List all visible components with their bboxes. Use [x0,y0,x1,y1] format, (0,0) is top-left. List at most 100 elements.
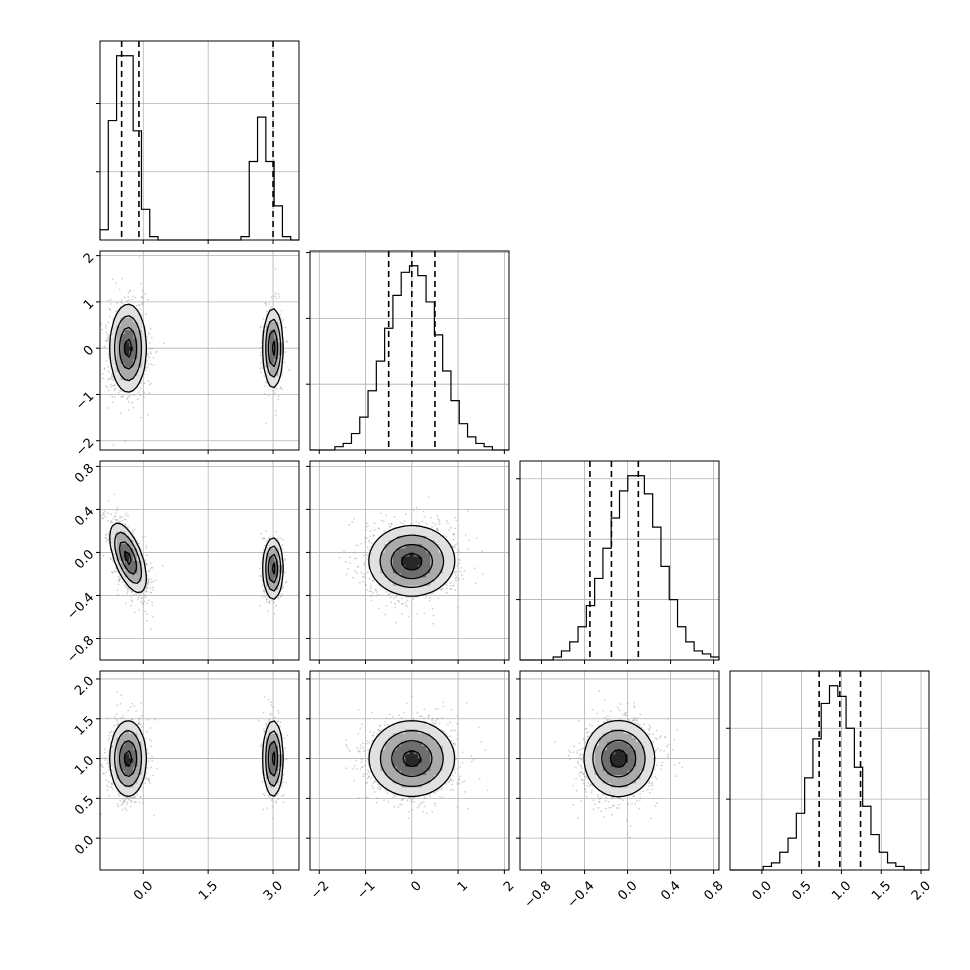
density-cell [426,577,431,582]
density-cell [133,577,138,582]
sample-point [365,584,367,586]
density-cell [384,572,390,578]
sample-point [265,598,268,600]
sample-point [150,382,152,385]
sample-point [124,602,127,605]
density-cell [108,346,113,351]
density-cell [409,564,414,570]
density-cell [409,568,414,574]
density-cell [450,560,456,565]
density-cell [405,548,410,553]
density-cell [401,568,406,574]
contour-line [119,541,279,584]
sample-point [415,506,418,509]
sample-point [372,534,375,537]
density-cell [129,362,134,368]
sample-point [281,544,284,547]
density-cell [120,313,126,318]
sample-point [101,373,104,375]
sample-point [110,558,112,561]
sample-point [436,528,439,530]
histogram-step [99,55,299,241]
density-cell [434,577,439,582]
sample-point [394,606,396,609]
density-cell [417,552,423,557]
sample-point [101,515,103,517]
sample-point [275,297,278,300]
density-cell [137,560,142,565]
sample-point [116,302,119,304]
density-cell [141,564,146,570]
sample-point [259,354,262,357]
panel-frame [99,40,300,241]
sample-point [121,581,124,583]
density-cell [384,577,390,582]
sample-point [105,338,108,341]
sample-point [149,328,152,330]
density-cell [116,379,122,384]
density-cell [430,568,435,574]
contour-line [123,550,276,575]
sample-point [368,549,371,551]
sample-point [279,537,282,540]
sample-point [266,595,269,598]
density-cell [133,329,138,335]
density-cell [274,564,279,570]
sample-point [416,613,419,615]
sample-point [348,523,351,526]
sample-point [261,537,264,540]
contour-line [118,326,279,370]
sample-point [404,604,407,607]
sample-point [102,377,104,380]
sample-point [107,389,110,392]
sample-point [141,289,144,292]
sample-point [150,363,152,366]
sample-point [126,398,128,401]
density-cell [274,362,279,368]
sample-point [455,519,458,522]
sample-point [104,536,107,539]
density-cell [137,371,142,376]
density-cell [124,577,130,582]
sample-point [365,529,367,531]
sample-point [113,570,116,573]
sample-point [106,340,109,342]
sample-point [279,387,282,390]
sample-point [110,513,112,515]
sample-point [131,401,134,404]
density-cell [413,568,419,574]
density-cell [124,329,130,335]
sample-point [112,518,115,520]
sample-point [105,331,108,334]
sample-point [284,326,287,329]
density-cell [265,560,271,565]
contour-line [114,315,282,382]
sample-point [145,586,148,589]
density-cell [269,321,275,326]
density-cell [124,560,130,565]
sample-point [457,549,460,551]
density-cell [278,367,283,372]
sample-point [140,387,143,389]
sample-point [385,514,387,517]
sample-point [264,302,267,304]
density-cell [388,577,394,582]
density-cell [137,354,142,360]
sample-point [148,570,151,573]
density-cell [274,329,279,335]
sample-point [452,532,455,535]
density-cell [261,346,267,351]
density-cell [129,383,134,389]
density-cell [141,342,146,347]
density-cell [397,589,402,594]
sample-point [372,534,375,537]
sample-point [265,539,268,542]
sample-point [370,590,373,593]
density-cell [417,577,423,582]
density-cell [133,309,138,314]
density-cell [265,548,271,553]
density-cell [269,539,275,545]
density-cell [120,321,126,326]
density-cell [269,354,275,360]
